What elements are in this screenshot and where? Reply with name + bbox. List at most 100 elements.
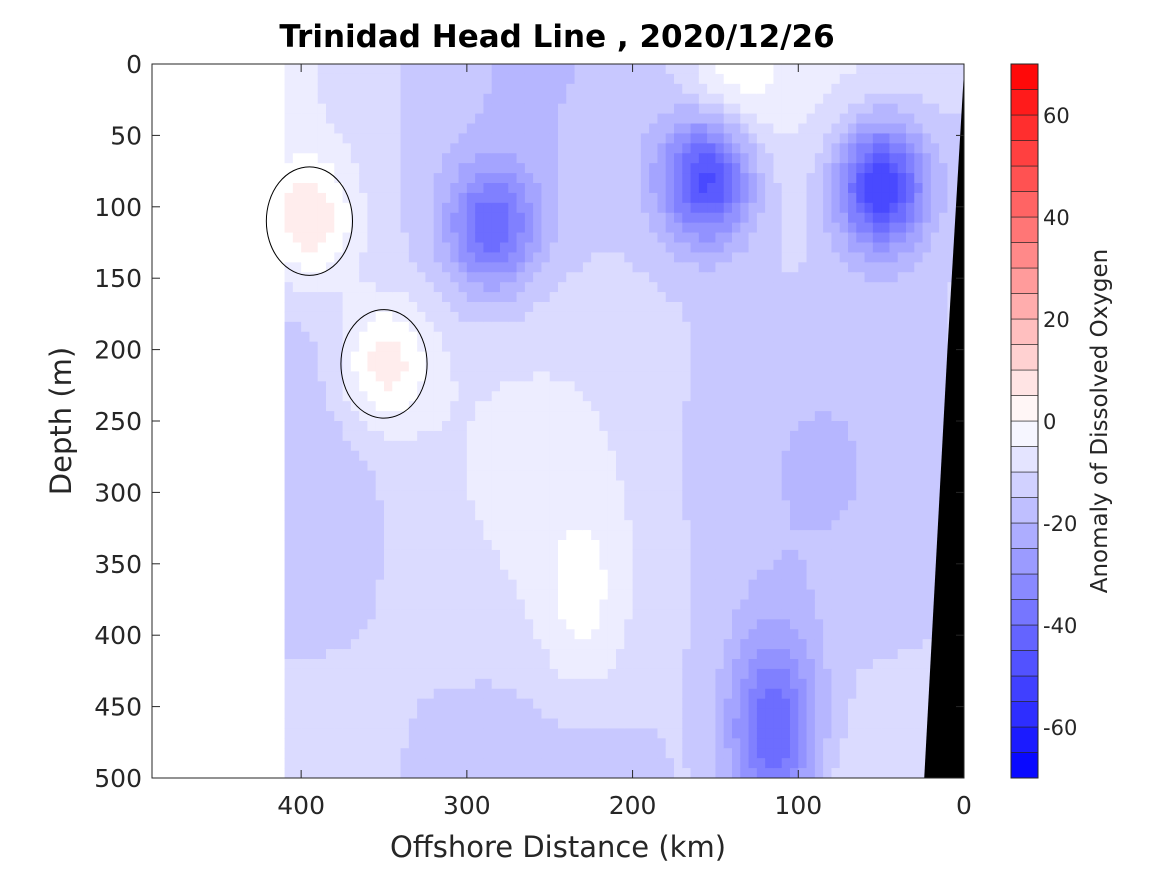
field-cell [640, 530, 650, 541]
field-cell [500, 718, 509, 730]
field-cell [408, 738, 418, 749]
field-cell [342, 470, 352, 482]
field-cell [640, 103, 650, 115]
field-cell [657, 421, 667, 432]
field-cell [417, 371, 427, 382]
field-cell [384, 93, 393, 105]
field-cell [524, 202, 534, 214]
field-cell [292, 480, 302, 492]
field-cell [657, 708, 667, 720]
field-cell [450, 143, 460, 154]
field-cell [640, 659, 650, 670]
field-cell [632, 718, 642, 730]
field-cell [442, 609, 451, 620]
field-cell [483, 589, 493, 601]
field-cell [516, 341, 526, 353]
field-cell [831, 738, 841, 749]
field-cell [665, 292, 675, 303]
field-cell [442, 252, 451, 263]
field-cell [384, 103, 393, 115]
field-cell [649, 292, 659, 303]
field-cell [582, 401, 592, 412]
field-cell [417, 480, 427, 492]
field-cell [400, 163, 410, 174]
field-cell [350, 232, 360, 244]
field-cell [284, 361, 294, 373]
field-cell [640, 192, 650, 204]
field-cell [309, 440, 319, 452]
field-cell [450, 510, 460, 521]
field-cell [773, 292, 783, 303]
field-cell [740, 450, 750, 462]
field-cell [831, 440, 841, 452]
field-cell [756, 391, 766, 402]
field-cell [765, 113, 775, 125]
field-cell [682, 748, 692, 759]
field-cell [798, 668, 808, 680]
field-cell [384, 262, 393, 273]
field-cell [400, 708, 410, 720]
field-cell [723, 272, 733, 283]
field-cell [814, 391, 824, 402]
field-cell [574, 758, 584, 769]
field-cell [732, 93, 741, 105]
field-cell [640, 163, 650, 174]
field-cell [558, 758, 567, 769]
field-cell [500, 589, 509, 601]
field-cell [781, 470, 791, 482]
field-cell [466, 599, 476, 611]
field-cell [773, 520, 783, 531]
field-cell [408, 202, 418, 214]
field-cell [458, 64, 468, 75]
field-cell [806, 232, 816, 244]
field-cell [458, 599, 468, 611]
field-cell [657, 480, 667, 492]
field-cell [292, 698, 302, 710]
field-cell [674, 163, 683, 174]
field-cell [640, 738, 650, 749]
field-cell [500, 430, 509, 442]
field-cell [466, 311, 476, 323]
field-cell [491, 708, 501, 720]
field-cell [284, 302, 294, 313]
field-cell [392, 688, 402, 700]
field-cell [408, 192, 418, 204]
field-cell [756, 361, 766, 373]
field-cell [458, 619, 468, 630]
field-cell [748, 738, 758, 749]
field-cell [616, 609, 625, 620]
field-cell [674, 64, 683, 75]
field-cell [732, 678, 741, 690]
field-cell [690, 490, 700, 501]
field-cell [823, 639, 833, 650]
field-cell [814, 421, 824, 432]
field-cell [624, 500, 634, 511]
field-cell [665, 411, 675, 422]
field-cell [326, 232, 335, 244]
field-cell [616, 599, 625, 611]
field-cell [607, 460, 617, 472]
field-cell [748, 421, 758, 432]
field-cell [384, 292, 393, 303]
field-cell [442, 242, 451, 254]
field-cell [806, 430, 816, 442]
field-cell [591, 758, 601, 769]
field-cell [466, 252, 476, 263]
field-cell [649, 748, 659, 759]
field-cell [715, 202, 725, 214]
field-cell [715, 222, 725, 234]
field-cell [491, 450, 501, 462]
field-cell [442, 421, 451, 432]
field-cell [483, 758, 493, 769]
field-cell [483, 559, 493, 571]
field-cell [541, 530, 551, 541]
field-cell [814, 341, 824, 353]
field-cell [839, 559, 849, 571]
field-cell [632, 93, 642, 105]
field-cell [723, 728, 733, 739]
field-cell [665, 589, 675, 601]
field-cell [350, 133, 360, 144]
field-cell [823, 559, 833, 571]
field-cell [690, 421, 700, 432]
field-cell [309, 183, 319, 194]
